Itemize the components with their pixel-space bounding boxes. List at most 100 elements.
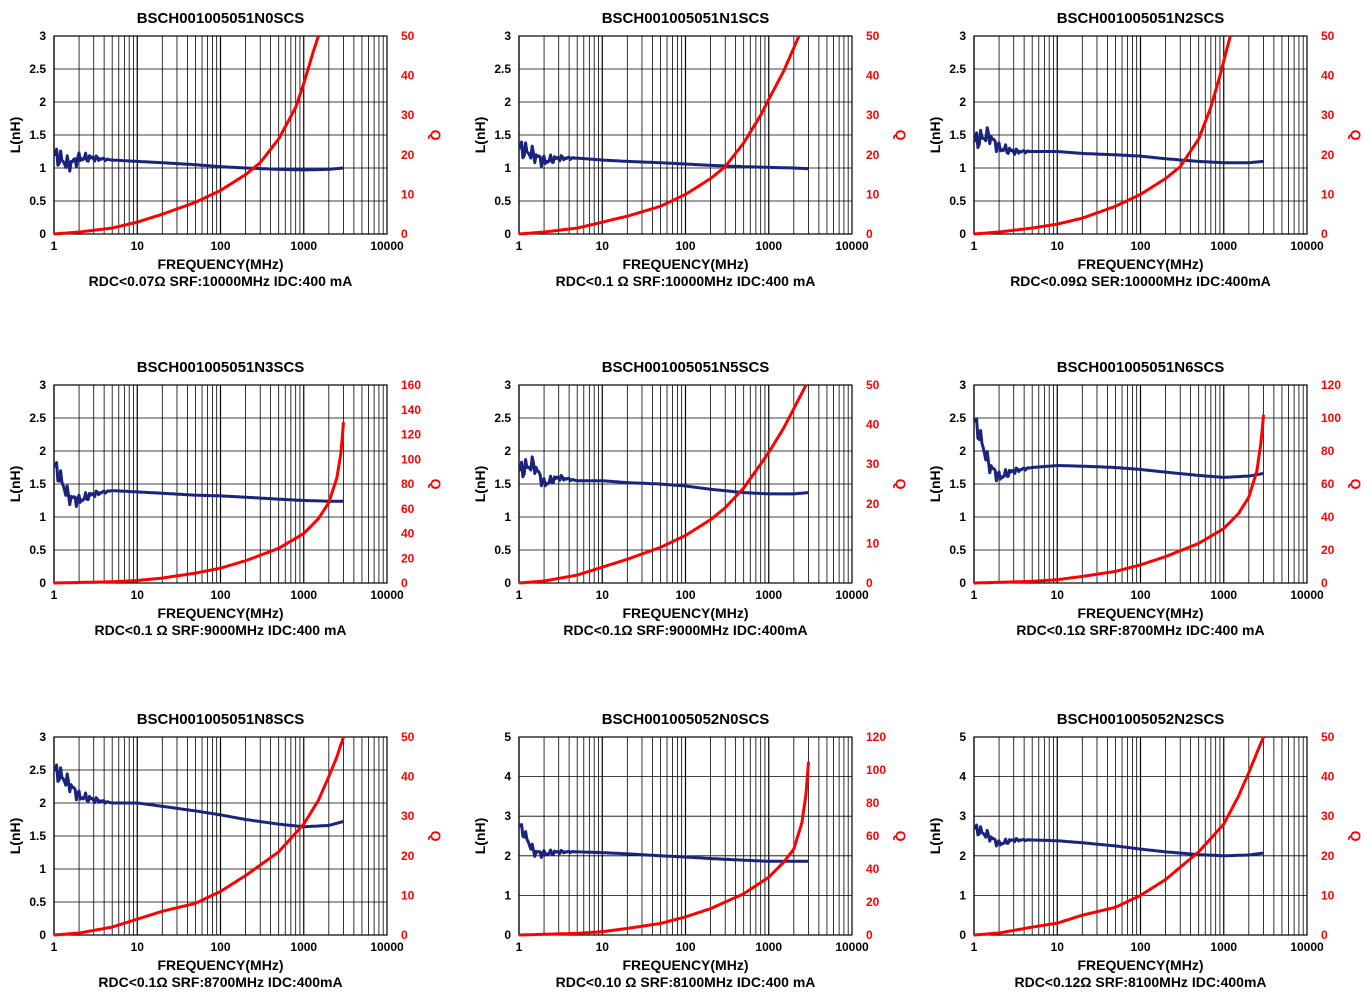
y2-tick-label: 80	[401, 477, 415, 491]
x-tick-label: 10000	[1290, 588, 1324, 602]
y2-axis-label: Q	[893, 479, 909, 490]
x-tick-label: 10	[1051, 940, 1065, 954]
y-tick-label: 1	[504, 510, 511, 524]
y2-tick-label: 120	[1321, 378, 1341, 392]
y2-tick-label: 40	[1321, 770, 1335, 784]
inductance-series-line	[517, 455, 809, 496]
x-tick-label: 10000	[370, 588, 404, 602]
y2-tick-label: 120	[401, 428, 421, 442]
y-tick-label: 2	[504, 444, 511, 458]
y-tick-label: 2	[39, 796, 46, 810]
spec-line: RDC<0.12Ω SRF:8100MHz IDC:400mA	[1014, 974, 1267, 990]
y2-tick-label: 40	[401, 770, 415, 784]
x-tick-label: 1000	[755, 239, 782, 253]
y-tick-label: 0	[39, 576, 46, 590]
y-axis-label: L(nH)	[927, 117, 943, 154]
y-tick-label: 0.5	[29, 194, 46, 208]
x-tick-label: 1000	[290, 588, 317, 602]
y-tick-label: 0	[39, 227, 46, 241]
y-tick-label: 0.5	[494, 543, 511, 557]
x-tick-label: 1	[516, 588, 523, 602]
grid-lines	[518, 35, 852, 235]
q-factor-series-line	[518, 761, 810, 937]
y2-tick-label: 20	[866, 895, 880, 909]
x-tick-label: 1000	[1210, 239, 1237, 253]
y2-tick-label: 60	[866, 829, 880, 843]
y2-tick-label: 0	[866, 928, 873, 942]
x-tick-label: 1000	[755, 940, 782, 954]
y-tick-label: 1	[39, 510, 46, 524]
x-tick-label: 1000	[290, 940, 317, 954]
y2-axis-label: Q	[1348, 130, 1364, 141]
y2-tick-label: 0	[866, 576, 873, 590]
x-tick-label: 1	[971, 239, 978, 253]
x-tick-label: 100	[210, 239, 230, 253]
y2-tick-label: 0	[401, 227, 408, 241]
x-axis-label: FREQUENCY(MHz)	[1077, 605, 1204, 621]
q-factor-series-line	[973, 35, 1232, 236]
y-tick-label: 2.5	[949, 411, 966, 425]
spec-line: RDC<0.09Ω SER:10000MHz IDC:400mA	[1010, 273, 1271, 289]
y-tick-label: 0.5	[29, 895, 46, 909]
x-tick-label: 10	[131, 239, 145, 253]
y-tick-label: 2.5	[29, 411, 46, 425]
x-tick-label: 1	[51, 239, 58, 253]
x-tick-label: 1000	[1210, 588, 1237, 602]
y-tick-label: 1	[959, 510, 966, 524]
y2-tick-label: 10	[1321, 888, 1335, 902]
plot-frame	[973, 384, 1308, 584]
y2-tick-label: 20	[1321, 849, 1335, 863]
plot-frame	[53, 35, 388, 235]
y2-tick-label: 20	[866, 148, 880, 162]
y2-tick-label: 0	[1321, 227, 1328, 241]
y-tick-label: 1	[504, 161, 511, 175]
y-tick-label: 2	[39, 95, 46, 109]
plot-frame	[53, 384, 388, 584]
y-tick-label: 2	[39, 444, 46, 458]
x-tick-label: 1	[516, 239, 523, 253]
x-tick-label: 100	[1130, 588, 1150, 602]
y-tick-label: 1.5	[494, 477, 511, 491]
inductance-series-line	[52, 461, 344, 508]
y-axis-label: L(nH)	[927, 466, 943, 503]
spec-line: RDC<0.1Ω SRF:8700MHz IDC:400 mA	[1016, 622, 1265, 638]
y-tick-label: 1.5	[494, 128, 511, 142]
x-tick-label: 100	[675, 940, 695, 954]
spec-line: RDC<0.1Ω SRF:9000MHz IDC:400mA	[563, 622, 808, 638]
chart-title: BSCH001005051N8SCS	[136, 711, 305, 728]
y-tick-label: 0.5	[949, 543, 966, 557]
inductance-series-line	[972, 126, 1264, 165]
spec-line: RDC<0.1 Ω SRF:9000MHz IDC:400 mA	[94, 622, 347, 638]
chart-title: BSCH001005051N2SCS	[1056, 10, 1225, 27]
y-tick-label: 4	[504, 770, 511, 784]
y2-tick-label: 100	[1321, 411, 1341, 425]
y-tick-label: 5	[959, 730, 966, 744]
y2-tick-label: 50	[1321, 29, 1335, 43]
plot-frame	[973, 35, 1308, 235]
grid-lines	[973, 35, 1307, 235]
y2-tick-label: 0	[866, 227, 873, 241]
y2-tick-label: 0	[401, 576, 408, 590]
y-tick-label: 3	[959, 378, 966, 392]
q-factor-series-line	[53, 421, 345, 585]
y2-tick-label: 40	[866, 862, 880, 876]
y2-tick-label: 40	[401, 69, 415, 83]
y-tick-label: 3	[39, 730, 46, 744]
x-tick-label: 10	[596, 940, 610, 954]
x-axis-label: FREQUENCY(MHz)	[1077, 256, 1204, 272]
y2-tick-label: 120	[866, 730, 886, 744]
y2-tick-label: 40	[401, 527, 415, 541]
y-tick-label: 1.5	[29, 128, 46, 142]
y-tick-label: 0.5	[949, 194, 966, 208]
x-tick-label: 10	[131, 588, 145, 602]
y-tick-label: 0	[39, 928, 46, 942]
y-tick-label: 0	[504, 227, 511, 241]
x-tick-label: 100	[1130, 940, 1150, 954]
y2-tick-label: 50	[1321, 730, 1335, 744]
spec-line: RDC<0.10 Ω SRF:8100MHz IDC:400 mA	[555, 974, 816, 990]
x-axis-label: FREQUENCY(MHz)	[157, 256, 284, 272]
y2-tick-label: 100	[401, 452, 421, 466]
